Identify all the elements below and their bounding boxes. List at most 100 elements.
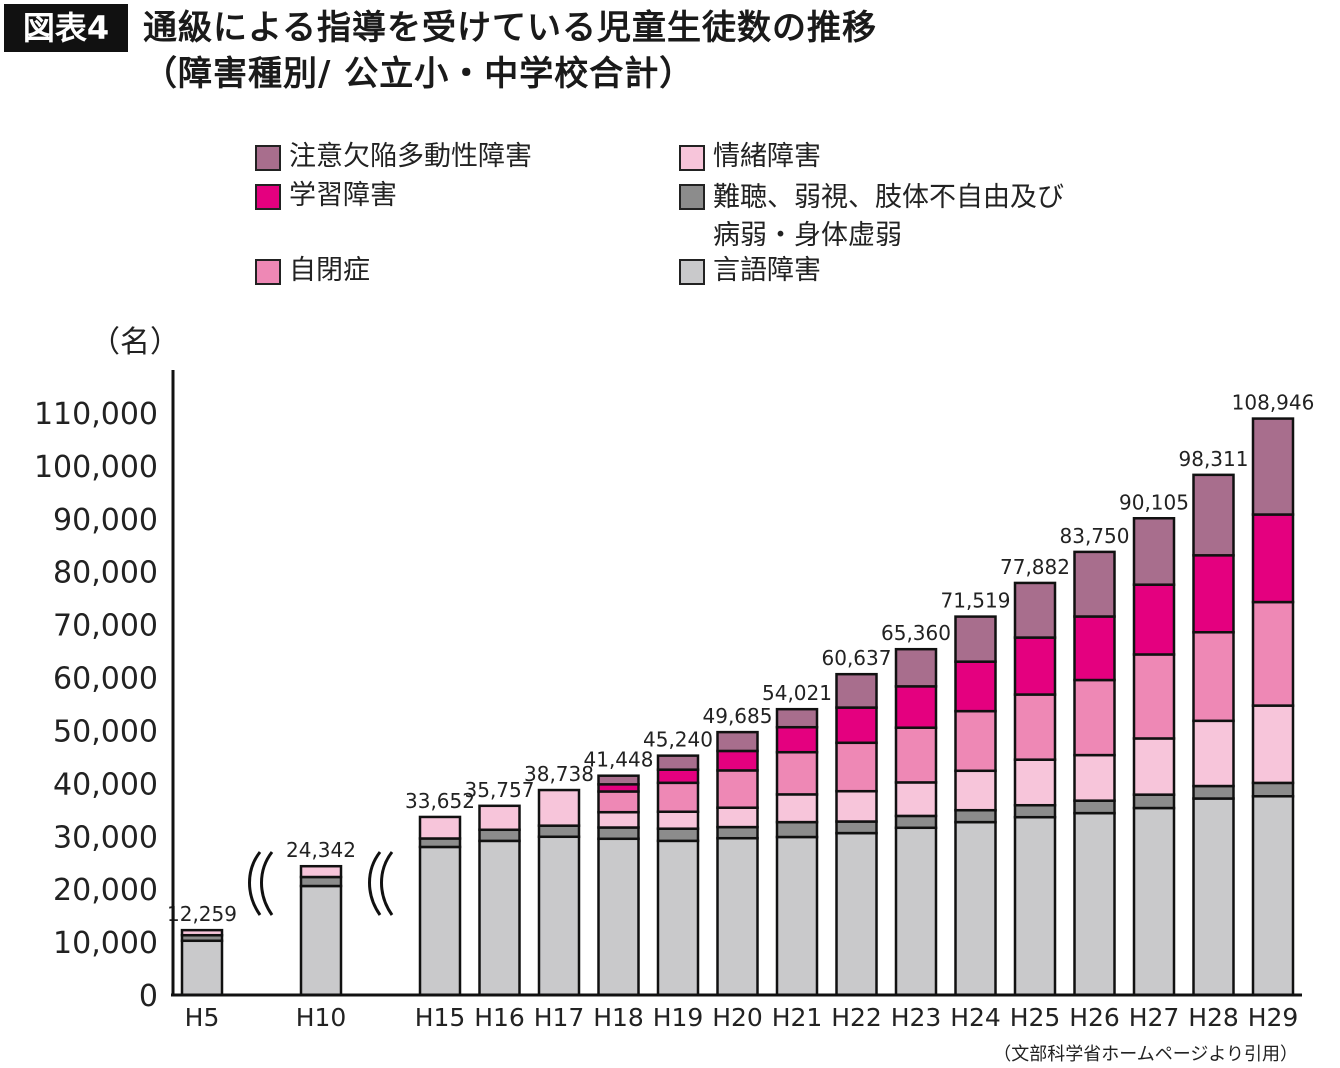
bar-segment [716,806,759,829]
bar-segment [478,804,521,832]
axis-break-mark [260,851,274,916]
bar-segment [1013,815,1057,997]
bar-segment [418,837,462,849]
y-tick-label: 60,000 [53,662,158,697]
axis-break-mark [368,851,382,916]
legend-label: 学習障害 [289,180,397,211]
legend-item-autism: 自閉症 [255,254,370,288]
bar-total-label: 83,750 [1060,524,1130,548]
x-tick-label: H15 [415,1003,466,1032]
bar-total-label: 108,946 [1232,391,1315,415]
bar-segment [716,825,759,840]
bar-segment [894,826,938,997]
bar-segment [1251,417,1295,516]
bar-segment [954,808,997,824]
y-tick-label: 50,000 [53,714,158,749]
bar-segment [894,726,938,784]
bar-segment [835,789,878,823]
bar-segment [1132,653,1176,740]
bar-segment [1192,784,1235,800]
y-tick-label: 20,000 [53,873,158,908]
bar-segment [775,793,819,824]
x-tick-label: H16 [474,1003,525,1032]
legend-swatch [255,259,281,285]
bar-total-label: 24,342 [286,838,356,862]
y-axis-label: （名） [90,325,180,360]
legend-item-hearing-vision: 難聴、弱視、肢体不自由及び 病弱・身体虚弱 [679,179,1064,255]
bar-segment [656,810,700,830]
bar-segment [299,864,343,879]
chart-title: 通級による指導を受けている児童生徒数の推移 [143,8,877,48]
legend-item-ld: 学習障害 [255,179,397,213]
bar-segment [1073,615,1116,682]
bar-segment [775,835,819,997]
bar-segment [835,741,878,793]
legend-swatch [255,145,281,171]
bar-total-label: 41,448 [584,748,654,772]
bar-segment [299,884,343,997]
bar-segment [1073,753,1116,802]
bar-segment [656,839,700,997]
x-tick-label: H24 [950,1003,1001,1032]
bar-segment [1073,678,1116,757]
bar-total-label: 35,757 [465,778,535,802]
x-tick-label: H29 [1248,1003,1299,1032]
bar-segment [954,709,997,773]
bar-total-label: 49,685 [703,704,773,728]
bar-segment [835,820,878,835]
bar-segment [1192,631,1235,723]
source-note: （文部科学省ホームページより引用） [993,1044,1298,1065]
figure-label: 図表4 [4,4,128,52]
bar-segment [1132,583,1176,656]
bar-segment [1192,473,1235,557]
x-tick-label: H25 [1010,1003,1061,1032]
bar-segment [775,820,819,839]
bar-segment [1132,517,1176,586]
legend-label: 難聴、弱視、肢体不自由及び 病弱・身体虚弱 [713,182,1064,251]
x-tick-label: H21 [772,1003,823,1032]
bar-total-label: 33,652 [405,789,475,813]
y-tick-label: 10,000 [53,926,158,961]
legend-item-emotional: 情緒障害 [679,140,821,174]
bar-segment [1132,793,1176,810]
bar-segment [835,672,878,709]
x-tick-label: H10 [296,1003,347,1032]
x-tick-label: H23 [891,1003,942,1032]
x-tick-label: H19 [653,1003,704,1032]
bar-segment [597,837,640,997]
bar-segment [1073,550,1116,618]
bar-segment [656,781,700,814]
bar-segment [954,769,997,812]
bar-segment [478,839,521,997]
legend-label: 注意欠陥多動性障害 [289,141,532,172]
bar-segment [1251,781,1295,798]
x-tick-label: H26 [1069,1003,1120,1032]
bar-segment [180,939,224,997]
bar-segment [656,754,700,771]
bar-total-label: 98,311 [1179,447,1249,471]
bar-segment [478,828,521,843]
legend-swatch [255,184,281,210]
bar-segment [1013,693,1057,761]
bar-segment [775,707,819,729]
bar-total-label: 65,360 [881,621,951,645]
bar-segment [1132,737,1176,796]
legend-label: 言語障害 [713,255,821,286]
bar-segment [1251,600,1295,707]
bar-segment [894,814,938,830]
bar-total-label: 60,637 [822,646,892,670]
bar-segment [537,824,581,839]
bar-segment [656,827,700,843]
y-tick-label: 90,000 [53,503,158,538]
bar-segment [1013,581,1057,639]
bar-total-label: 38,738 [524,762,594,786]
bar-total-label: 45,240 [643,728,713,752]
x-tick-label: H5 [185,1003,220,1032]
bar-segment [835,831,878,997]
bar-segment [1132,806,1176,997]
bar-segment [954,615,997,663]
y-tick-label: 100,000 [34,450,158,485]
bar-segment [418,815,462,840]
y-tick-label: 0 [139,979,158,1014]
